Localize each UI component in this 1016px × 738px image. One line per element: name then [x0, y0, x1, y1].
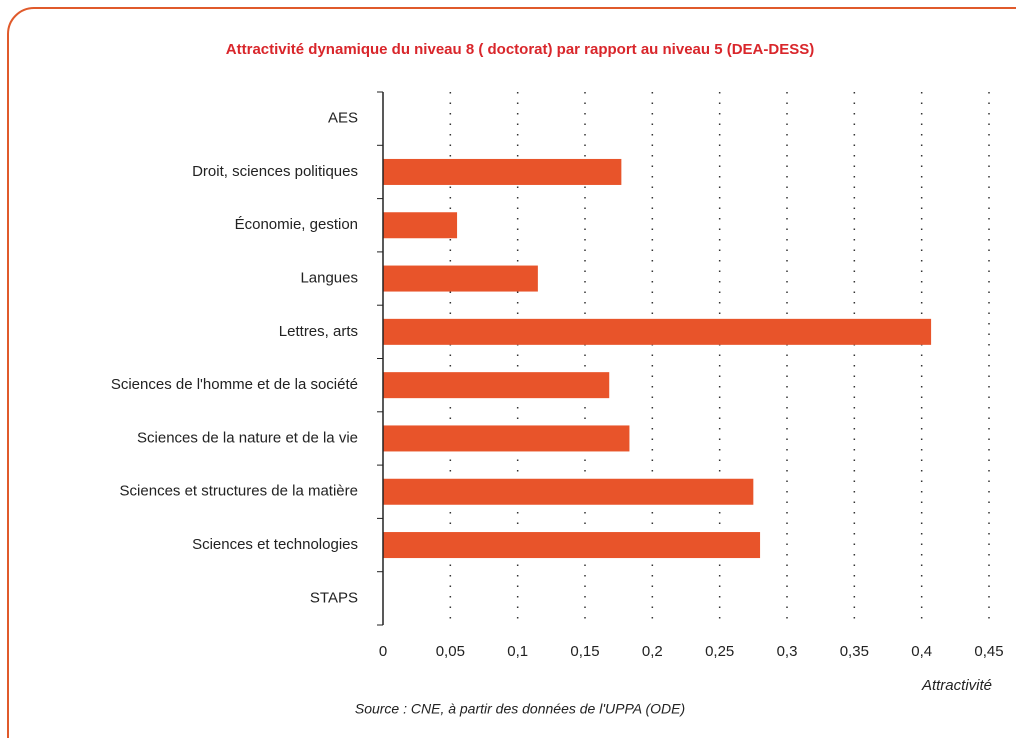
x-tick-label: 0,3: [777, 643, 798, 660]
x-axis-label: Attractivité: [921, 677, 992, 694]
y-tick-label: Sciences et technologies: [192, 536, 358, 553]
x-tick-label: 0,05: [436, 643, 465, 660]
bar: [383, 265, 538, 292]
y-tick-label: Droit, sciences politiques: [192, 163, 358, 180]
bar: [383, 532, 761, 559]
x-tick-label: 0,25: [705, 643, 734, 660]
y-tick-label: Sciences et structures de la matière: [120, 483, 358, 500]
x-tick-label: 0,45: [974, 643, 1003, 660]
x-tick-label: 0,4: [911, 643, 932, 660]
y-tick-label: Sciences de la nature et de la vie: [137, 429, 358, 446]
y-tick-label: Sciences de l'homme et de la société: [111, 376, 358, 393]
source-note: Source : CNE, à partir des données de l'…: [355, 701, 685, 717]
chart-title: Attractivité dynamique du niveau 8 ( doc…: [226, 41, 814, 58]
x-tick-label: 0,35: [840, 643, 869, 660]
bar: [383, 478, 754, 505]
y-tick-label: Économie, gestion: [235, 216, 358, 233]
bar: [383, 318, 932, 345]
y-tick-label: Langues: [300, 270, 358, 287]
x-tick-label: 0,15: [570, 643, 599, 660]
bar: [383, 158, 622, 185]
bar: [383, 212, 458, 239]
x-tick-label: 0,2: [642, 643, 663, 660]
x-tick-label: 0: [379, 643, 387, 660]
y-tick-label: Lettres, arts: [279, 323, 358, 340]
frame: [7, 7, 1016, 738]
bar: [383, 425, 630, 452]
y-tick-label: AES: [328, 110, 358, 127]
y-tick-label: STAPS: [310, 589, 358, 606]
x-tick-label: 0,1: [507, 643, 528, 660]
bar: [383, 372, 610, 399]
